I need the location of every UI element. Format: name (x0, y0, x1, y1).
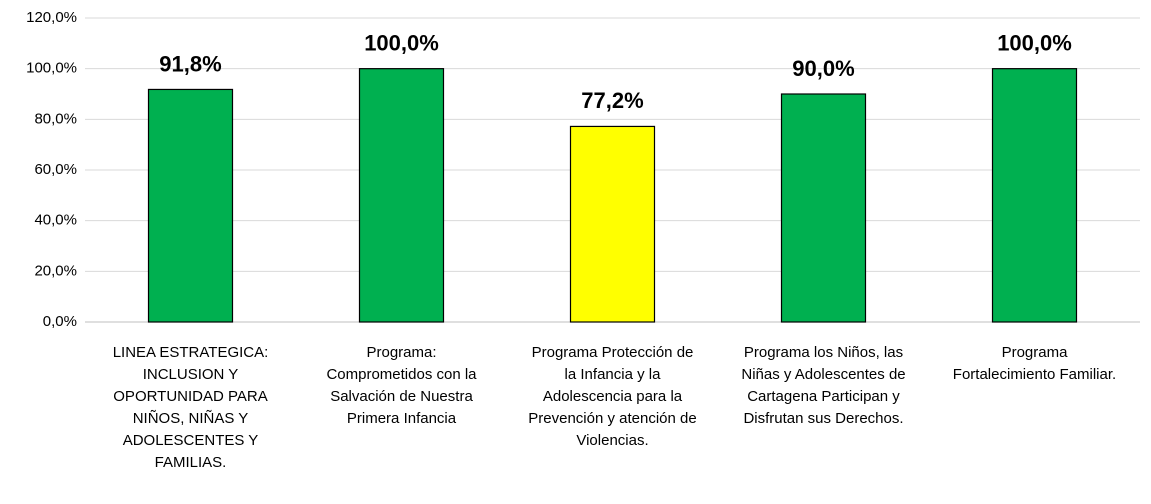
data-label: 77,2% (581, 88, 643, 113)
x-tick-label: Programa los Niños, las Niñas y Adolesce… (741, 344, 906, 427)
bar (358, 68, 445, 323)
x-tick-label: Programa: Comprometidos con la Salvación… (326, 344, 477, 427)
x-tick-label: LINEA ESTRATEGICA: INCLUSION Y OPORTUNID… (112, 344, 269, 471)
y-tick-label: 0,0% (43, 313, 77, 330)
data-label: 100,0% (364, 30, 439, 55)
y-tick-label: 40,0% (34, 212, 77, 229)
data-label: 90,0% (792, 56, 854, 81)
y-tick-label: 80,0% (34, 110, 77, 127)
bar (147, 88, 234, 323)
bar (991, 68, 1078, 323)
y-tick-label: 120,0% (26, 9, 77, 26)
bar (569, 125, 656, 323)
y-tick-label: 20,0% (34, 262, 77, 279)
x-tick-label: Programa Fortalecimiento Familiar. (952, 344, 1117, 383)
x-tick-label: Programa Protección de la Infancia y la … (528, 344, 697, 449)
data-label: 100,0% (997, 30, 1072, 55)
bar (780, 93, 867, 323)
y-tick-label: 100,0% (26, 60, 77, 77)
y-tick-label: 60,0% (34, 161, 77, 178)
data-label: 91,8% (159, 51, 221, 76)
